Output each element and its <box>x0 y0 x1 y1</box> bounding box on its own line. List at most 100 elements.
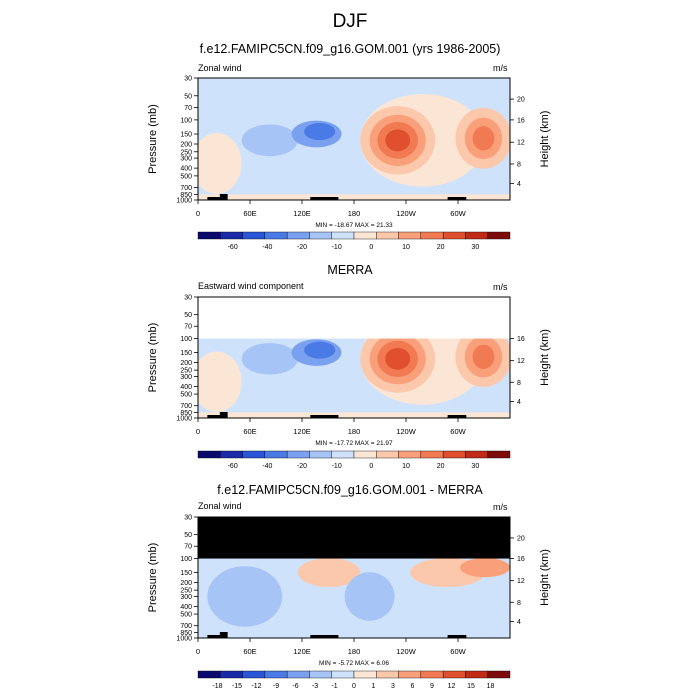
y-tick-label: 100 <box>180 117 192 124</box>
colorbar-segment <box>264 450 288 459</box>
colorbar-segment <box>309 450 332 459</box>
y-right-tick-label: 4 <box>517 181 521 188</box>
colorbar-label: -40 <box>262 244 272 251</box>
colorbar-label: -60 <box>228 244 238 251</box>
colorbar-segment <box>420 670 444 679</box>
field-surface-band <box>198 412 510 418</box>
colorbar-label: 20 <box>437 244 445 251</box>
panel-3-plot <box>194 516 514 679</box>
field-high-band <box>198 132 242 194</box>
panel-1-field-label: Zonal wind <box>198 63 242 73</box>
colorbar-label: 20 <box>437 463 445 470</box>
colorbar-label: 10 <box>402 244 410 251</box>
colorbar-segment <box>398 231 422 240</box>
y-tick-label: 70 <box>184 324 192 331</box>
colorbar-segment <box>398 670 422 679</box>
field-high-core <box>460 557 510 578</box>
y-tick-label: 300 <box>180 374 192 381</box>
colorbar-segment <box>420 231 444 240</box>
field-low-band <box>241 124 298 157</box>
topography <box>219 194 228 200</box>
y-tick-label: 200 <box>180 360 192 367</box>
colorbar-segment <box>376 450 399 459</box>
panel-3-field-label: Zonal wind <box>198 501 242 511</box>
y-tick-label: 200 <box>180 580 192 587</box>
colorbar-label: 1 <box>372 683 376 690</box>
panel-2-field-label: Eastward wind component <box>198 281 304 291</box>
panel-1-plot <box>194 77 514 240</box>
topography <box>447 415 467 418</box>
colorbar-segment <box>487 231 511 240</box>
field-low-core <box>304 123 336 141</box>
colorbar-label: 9 <box>430 683 434 690</box>
y-tick-label: 700 <box>180 623 192 630</box>
colorbar-segment <box>487 670 511 679</box>
y-tick-label: 100 <box>180 336 192 343</box>
y-right-tick-label: 20 <box>517 535 525 542</box>
y-tick-label: 50 <box>184 93 192 100</box>
colorbar-segment <box>353 450 377 459</box>
panel-1-minmax: MIN = -18.67 MAX = 21.33 <box>315 222 393 229</box>
y-right-tick-label: 8 <box>517 380 521 387</box>
y-right-tick-label: 20 <box>517 97 525 104</box>
y-tick-label: 150 <box>180 131 192 138</box>
y-tick-label: 500 <box>180 173 192 180</box>
x-tick-label: 120E <box>293 647 311 656</box>
y-right-tick-label: 12 <box>517 578 525 585</box>
y-tick-label: 700 <box>180 185 192 192</box>
topography <box>447 197 467 200</box>
y-tick-label: 70 <box>184 544 192 551</box>
y-tick-label: 400 <box>180 384 192 391</box>
colorbar-segment <box>331 670 355 679</box>
colorbar-label: 6 <box>411 683 415 690</box>
y-tick-label: 50 <box>184 312 192 319</box>
y-tick-label: 1000 <box>176 636 192 643</box>
field-low-band <box>207 566 283 627</box>
y-tick-label: 300 <box>180 594 192 601</box>
colorbar-segment <box>264 231 288 240</box>
field-low-band <box>241 343 298 375</box>
x-tick-label: 0 <box>196 209 200 218</box>
y-right-tick-label: 16 <box>517 556 525 563</box>
colorbar-segment <box>220 450 243 459</box>
x-tick-label: 180 <box>348 427 361 436</box>
x-tick-label: 60E <box>243 427 256 436</box>
field-low-core <box>304 341 336 359</box>
field-surface-band <box>198 194 510 200</box>
y-right-tick-label: 16 <box>517 117 525 124</box>
x-tick-label: 60W <box>450 427 466 436</box>
field-high-core <box>472 126 495 151</box>
y-tick-label: 250 <box>180 368 192 375</box>
colorbar-segment <box>442 450 466 459</box>
y-tick-label: 1000 <box>176 416 192 423</box>
colorbar-label: -40 <box>262 463 272 470</box>
colorbar-label: 0 <box>352 683 356 690</box>
panel-2-minmax: MIN = -17.72 MAX = 21.97 <box>315 440 393 447</box>
colorbar-label: -20 <box>297 244 307 251</box>
field-high-core <box>385 347 411 370</box>
colorbar-segment <box>398 450 422 459</box>
panel-3-field <box>198 517 510 638</box>
main-title: DJF <box>332 11 368 32</box>
colorbar-label: -18 <box>212 683 222 690</box>
y-tick-label: 500 <box>180 612 192 619</box>
topography <box>310 197 339 200</box>
colorbar-segment <box>242 450 266 459</box>
topography <box>219 632 228 638</box>
colorbar-label: -10 <box>332 463 342 470</box>
y-tick-label: 400 <box>180 604 192 611</box>
x-tick-label: 120E <box>293 209 311 218</box>
y-right-axis-label: Height (km) <box>539 111 551 168</box>
colorbar-segment <box>197 450 221 459</box>
panel-1-title: f.e12.FAMIPC5CN.f09_g16.GOM.001 (yrs 198… <box>199 42 501 56</box>
y-right-tick-label: 12 <box>517 358 525 365</box>
colorbar-segment <box>220 231 243 240</box>
colorbar-label: 10 <box>402 463 410 470</box>
x-tick-label: 120E <box>293 427 311 436</box>
topography <box>310 415 339 418</box>
colorbar-label: 15 <box>467 683 475 690</box>
colorbar-label: -6 <box>292 683 298 690</box>
x-tick-label: 60E <box>243 647 256 656</box>
colorbar-segment <box>465 450 488 459</box>
